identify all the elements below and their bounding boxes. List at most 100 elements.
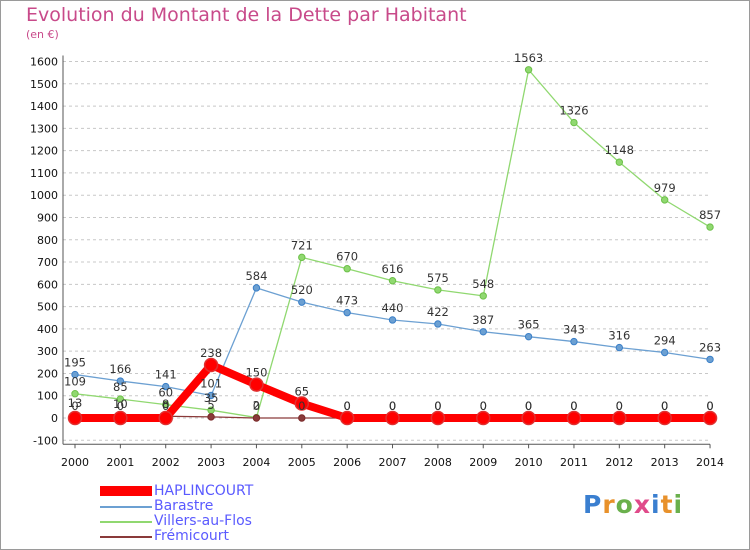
data-point bbox=[298, 414, 306, 422]
data-point bbox=[702, 410, 718, 426]
legend-swatch bbox=[100, 506, 152, 508]
chart-title: Evolution du Montant de la Dette par Hab… bbox=[26, 4, 467, 26]
data-label: 0 bbox=[616, 399, 623, 413]
data-label: 101 bbox=[200, 376, 222, 390]
data-label: 316 bbox=[608, 329, 630, 343]
data-label: 85 bbox=[113, 380, 128, 394]
data-label: 0 bbox=[343, 399, 350, 413]
data-point bbox=[158, 410, 173, 426]
data-label: 0 bbox=[616, 399, 623, 413]
data-label: 166 bbox=[109, 362, 131, 376]
x-tick-label: 2010 bbox=[515, 456, 543, 469]
data-point bbox=[67, 410, 83, 426]
data-label: 0 bbox=[480, 399, 487, 413]
data-point bbox=[116, 395, 125, 403]
data-point bbox=[479, 328, 487, 336]
data-point bbox=[252, 284, 261, 292]
data-label: 141 bbox=[155, 368, 177, 382]
data-label: 0 bbox=[162, 399, 169, 413]
data-label: 387 bbox=[472, 313, 494, 327]
data-point bbox=[430, 410, 446, 426]
logo-letter: i bbox=[673, 490, 684, 519]
data-point bbox=[566, 410, 582, 426]
x-tick-label: 2007 bbox=[379, 456, 407, 469]
y-tick-label: 1100 bbox=[30, 167, 58, 180]
data-label: 150 bbox=[245, 366, 267, 380]
logo-letter: P bbox=[583, 490, 603, 519]
legend-label: Barastre bbox=[154, 498, 214, 514]
y-tick-label: 900 bbox=[37, 211, 58, 224]
data-point bbox=[385, 410, 400, 426]
x-tick-label: 2012 bbox=[605, 456, 633, 469]
data-point bbox=[162, 382, 170, 391]
logo-letter: t bbox=[660, 490, 674, 519]
data-label: 0 bbox=[389, 399, 396, 413]
data-label: 109 bbox=[64, 375, 86, 389]
data-label: 35 bbox=[204, 391, 219, 405]
data-point bbox=[660, 196, 669, 204]
y-tick-label: 0 bbox=[51, 412, 58, 425]
proxiti-logo: Proxiti bbox=[583, 490, 683, 519]
x-tick-label: 2001 bbox=[106, 456, 134, 469]
series-line-2 bbox=[74, 69, 711, 419]
logo-letter: o bbox=[615, 490, 634, 519]
y-tick-label: 300 bbox=[37, 345, 58, 358]
data-label: 422 bbox=[427, 305, 449, 319]
data-point bbox=[388, 316, 397, 324]
data-label: 0 bbox=[117, 399, 124, 413]
data-label: 584 bbox=[245, 269, 267, 283]
x-tick-label: 2014 bbox=[696, 456, 724, 469]
x-tick-label: 2013 bbox=[651, 456, 679, 469]
y-tick-label: 1500 bbox=[30, 78, 58, 91]
y-tick-label: 1200 bbox=[30, 145, 58, 158]
data-label: 0 bbox=[343, 399, 350, 413]
y-tick-label: 200 bbox=[37, 367, 58, 380]
legend-swatch bbox=[100, 521, 152, 523]
data-point bbox=[71, 370, 79, 379]
data-label: 60 bbox=[158, 386, 173, 400]
x-tick-label: 2004 bbox=[242, 456, 270, 469]
x-tick-label: 2002 bbox=[152, 456, 180, 469]
data-point bbox=[207, 391, 215, 400]
data-point bbox=[612, 410, 627, 426]
data-point bbox=[706, 223, 714, 231]
data-label: 721 bbox=[291, 238, 313, 252]
data-point bbox=[252, 414, 261, 422]
data-label: 1326 bbox=[559, 104, 588, 118]
data-label: 473 bbox=[336, 294, 358, 308]
data-label: 616 bbox=[382, 262, 404, 276]
data-point bbox=[294, 396, 310, 411]
data-point bbox=[162, 400, 170, 409]
data-point bbox=[521, 410, 536, 426]
data-point bbox=[207, 413, 215, 421]
y-tick-label: -100 bbox=[33, 434, 58, 447]
data-point bbox=[615, 158, 624, 166]
data-label: 0 bbox=[570, 399, 577, 413]
data-point bbox=[343, 308, 351, 317]
data-point bbox=[434, 320, 442, 328]
data-label: 343 bbox=[563, 323, 585, 337]
data-label: 1148 bbox=[605, 143, 634, 157]
logo-letter: r bbox=[602, 490, 616, 519]
data-label: 195 bbox=[64, 356, 86, 370]
data-label: 5 bbox=[207, 398, 214, 412]
legend-label: HAPLINCOURT bbox=[154, 483, 254, 499]
y-tick-label: 600 bbox=[37, 278, 58, 291]
data-point bbox=[71, 390, 79, 398]
data-label: 0 bbox=[71, 399, 78, 413]
data-label: 979 bbox=[654, 181, 676, 195]
data-point bbox=[524, 66, 533, 74]
legend-label: Villers-au-Flos bbox=[154, 513, 252, 529]
data-point bbox=[570, 118, 578, 127]
data-point bbox=[570, 337, 578, 346]
data-label: 0 bbox=[570, 399, 577, 413]
data-label: 365 bbox=[518, 318, 540, 332]
data-point bbox=[298, 253, 306, 262]
data-point bbox=[475, 410, 491, 426]
logo-letter: x bbox=[633, 490, 651, 519]
data-label: 0 bbox=[480, 399, 487, 413]
data-label: 575 bbox=[427, 271, 449, 285]
data-point bbox=[116, 377, 125, 385]
